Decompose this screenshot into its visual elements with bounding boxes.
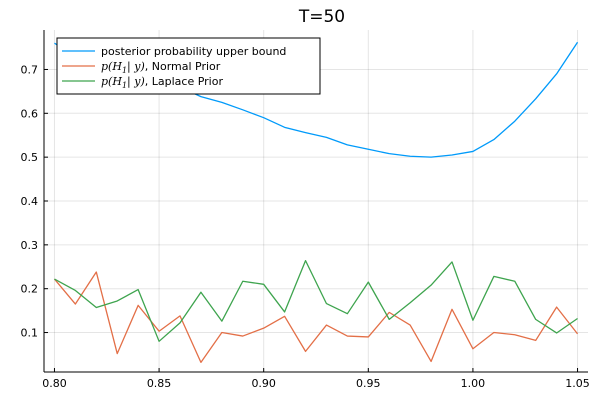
y-tick-label: 0.1 [21, 327, 39, 340]
y-tick-label: 0.5 [21, 151, 39, 164]
laplace-prior-line [54, 259, 578, 342]
x-tick-label: 0.85 [147, 377, 172, 390]
y-tick-label: 0.7 [21, 63, 39, 76]
legend-laplace-math-end: | y) [127, 75, 145, 89]
y-tick-label: 0.6 [21, 107, 39, 120]
y-axis-ticks: 0.1 0.2 0.3 0.4 0.5 0.6 0.7 [21, 63, 48, 340]
x-tick-label: 0.80 [42, 377, 67, 390]
x-tick-label: 1.05 [565, 377, 590, 390]
legend-label-laplace-prior: p(H1| y), Laplace Prior [101, 75, 223, 90]
x-tick-label: 1.00 [461, 377, 486, 390]
legend-normal-math-end: | y) [127, 60, 145, 74]
legend-normal-rest: , Normal Prior [145, 60, 221, 73]
normal-prior-line [53, 271, 579, 364]
y-tick-label: 0.4 [21, 195, 39, 208]
legend-laplace-subscript: 1 [122, 81, 127, 90]
y-tick-label: 0.3 [21, 239, 39, 252]
legend: posterior probability upper bound p(H1| … [56, 37, 321, 95]
legend-laplace-rest: , Laplace Prior [145, 75, 224, 88]
chart-title: T=50 [298, 7, 345, 27]
x-tick-label: 0.95 [356, 377, 381, 390]
legend-laplace-math: p(H [101, 75, 122, 88]
legend-label-normal-prior: p(H1| y), Normal Prior [101, 60, 221, 75]
x-tick-label: 0.90 [251, 377, 276, 390]
legend-normal-subscript: 1 [122, 66, 127, 75]
y-tick-label: 0.2 [21, 283, 39, 296]
legend-label-upper-bound: posterior probability upper bound [101, 45, 286, 58]
legend-box [56, 37, 321, 95]
x-axis-ticks: 0.80 0.85 0.90 0.95 1.00 1.05 [42, 368, 590, 390]
legend-normal-math: p(H [101, 60, 122, 73]
